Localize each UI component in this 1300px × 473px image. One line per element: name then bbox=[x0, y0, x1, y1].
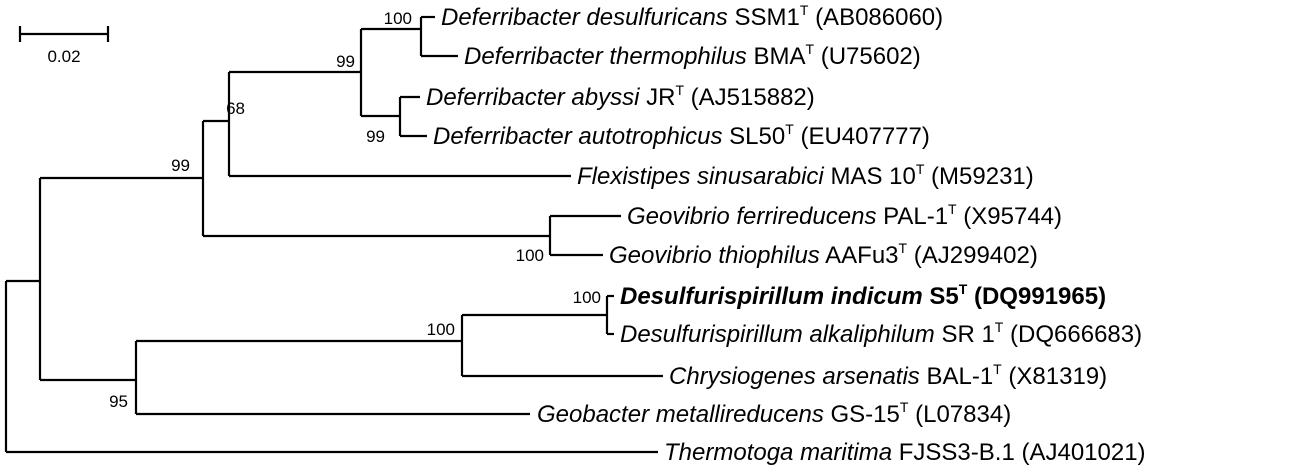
taxon-label: Chrysiogenes arsenatis BAL-1T (X81319) bbox=[669, 361, 1107, 390]
tree-branches bbox=[4, 15, 663, 454]
taxon-label: Geovibrio thiophilus AAFu3T (AJ299402) bbox=[609, 240, 1038, 269]
taxon-label: Geovibrio ferrireducens PAL-1T (X95744) bbox=[627, 201, 1062, 230]
taxon-label: Deferribacter autotrophicus SL50T (EU407… bbox=[433, 121, 930, 150]
taxon-label-highlighted: Desulfurispirillum indicum S5T (DQ991965… bbox=[620, 281, 1106, 310]
taxon-label: Deferribacter thermophilus BMAT (U75602) bbox=[464, 41, 921, 70]
bootstrap-values: 100 99 99 68 99 100 100 100 95 bbox=[109, 9, 601, 411]
bootstrap-value: 100 bbox=[427, 320, 455, 339]
bootstrap-value: 100 bbox=[573, 288, 601, 307]
taxon-label: Deferribacter desulfuricans SSM1T (AB086… bbox=[441, 2, 943, 31]
taxon-label: Deferribacter abyssi JRT (AJ515882) bbox=[426, 82, 815, 111]
bootstrap-value: 95 bbox=[109, 392, 128, 411]
bootstrap-value: 100 bbox=[384, 9, 412, 28]
bootstrap-value: 68 bbox=[226, 99, 245, 118]
scale-bar: 0.02 bbox=[18, 26, 110, 66]
bootstrap-value: 100 bbox=[516, 246, 544, 265]
scale-bar-label: 0.02 bbox=[47, 47, 80, 66]
taxon-labels: Deferribacter desulfuricans SSM1T (AB086… bbox=[426, 2, 1146, 466]
taxon-label: Thermotoga maritima FJSS3-B.1 (AJ401021) bbox=[664, 439, 1146, 466]
bootstrap-value: 99 bbox=[366, 127, 385, 146]
bootstrap-value: 99 bbox=[171, 156, 190, 175]
taxon-label: Flexistipes sinusarabici MAS 10T (M59231… bbox=[577, 161, 1034, 190]
taxon-label: Desulfurispirillum alkaliphilum SR 1T (D… bbox=[620, 319, 1142, 348]
taxon-label: Geobacter metallireducens GS-15T (L07834… bbox=[537, 399, 1011, 428]
bootstrap-value: 99 bbox=[336, 52, 355, 71]
